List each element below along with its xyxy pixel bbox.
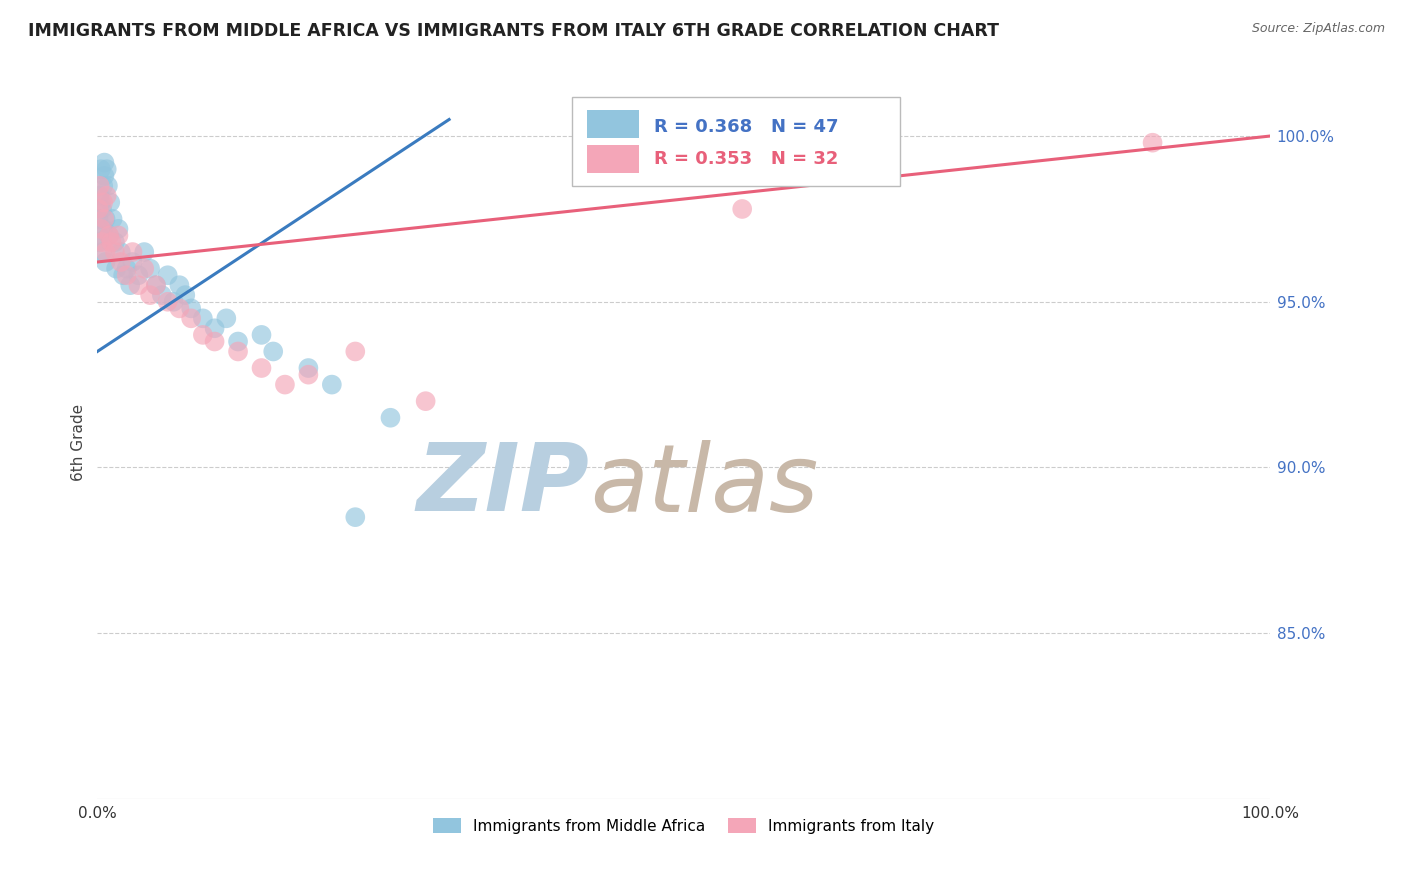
Point xyxy=(91,235,114,249)
Point xyxy=(110,255,132,269)
Point xyxy=(215,311,238,326)
Point xyxy=(162,294,184,309)
Point xyxy=(91,202,114,216)
Point xyxy=(93,169,115,183)
Point xyxy=(89,178,111,193)
FancyBboxPatch shape xyxy=(588,145,640,173)
Point xyxy=(191,311,214,326)
Point xyxy=(91,222,114,236)
Point xyxy=(96,162,118,177)
Point xyxy=(94,245,117,260)
Point xyxy=(98,195,121,210)
Point xyxy=(204,334,226,349)
Text: atlas: atlas xyxy=(589,440,818,531)
Point xyxy=(297,361,319,376)
Point xyxy=(107,222,129,236)
Point xyxy=(139,288,162,302)
Point xyxy=(262,344,284,359)
Point xyxy=(104,245,127,260)
Point xyxy=(87,211,110,226)
Point xyxy=(94,211,117,226)
Text: IMMIGRANTS FROM MIDDLE AFRICA VS IMMIGRANTS FROM ITALY 6TH GRADE CORRELATION CHA: IMMIGRANTS FROM MIDDLE AFRICA VS IMMIGRA… xyxy=(28,22,1000,40)
Point xyxy=(90,195,112,210)
Point xyxy=(145,278,167,293)
Point xyxy=(87,235,110,249)
Point xyxy=(250,327,273,342)
Point xyxy=(380,410,402,425)
Point xyxy=(156,268,179,283)
Point xyxy=(107,228,129,243)
Point xyxy=(150,288,173,302)
Point xyxy=(156,294,179,309)
Point xyxy=(145,278,167,293)
Point xyxy=(134,261,156,276)
Point xyxy=(344,510,367,524)
Point xyxy=(226,334,249,349)
Text: R = 0.368   N = 47: R = 0.368 N = 47 xyxy=(654,119,839,136)
Point xyxy=(98,228,121,243)
Point xyxy=(121,255,143,269)
Point xyxy=(91,195,114,210)
FancyBboxPatch shape xyxy=(572,97,900,186)
Point xyxy=(91,178,114,193)
FancyBboxPatch shape xyxy=(588,110,640,137)
Point xyxy=(169,301,191,316)
Point xyxy=(93,155,115,169)
Point xyxy=(174,288,197,302)
Point xyxy=(90,162,112,177)
Point xyxy=(100,235,122,249)
Point xyxy=(110,245,132,260)
Point xyxy=(112,268,135,283)
Point xyxy=(139,261,162,276)
Point xyxy=(96,188,118,202)
Point xyxy=(89,228,111,243)
Point xyxy=(104,235,127,249)
Point xyxy=(94,255,117,269)
Legend: Immigrants from Middle Africa, Immigrants from Italy: Immigrants from Middle Africa, Immigrant… xyxy=(433,818,934,834)
Point xyxy=(180,311,202,326)
Point xyxy=(121,245,143,260)
Point xyxy=(344,344,367,359)
Point xyxy=(204,321,226,335)
Point xyxy=(321,377,343,392)
Point xyxy=(127,268,149,283)
Point xyxy=(180,301,202,316)
Point xyxy=(415,394,437,409)
Point xyxy=(274,377,297,392)
Point xyxy=(127,278,149,293)
Point xyxy=(250,361,273,376)
Point xyxy=(191,327,214,342)
Point xyxy=(115,268,138,283)
Text: Source: ZipAtlas.com: Source: ZipAtlas.com xyxy=(1251,22,1385,36)
Point xyxy=(89,188,111,202)
Point xyxy=(90,222,112,236)
Point xyxy=(169,278,191,293)
Point xyxy=(115,261,138,276)
Point xyxy=(97,178,120,193)
Point xyxy=(134,245,156,260)
Point xyxy=(105,261,128,276)
Point xyxy=(226,344,249,359)
Point xyxy=(98,228,121,243)
Point xyxy=(93,211,115,226)
Point xyxy=(91,245,114,260)
Y-axis label: 6th Grade: 6th Grade xyxy=(72,404,86,481)
Point xyxy=(101,211,124,226)
Text: R = 0.353   N = 32: R = 0.353 N = 32 xyxy=(654,151,838,169)
Point xyxy=(297,368,319,382)
Point xyxy=(87,202,110,216)
Text: ZIP: ZIP xyxy=(418,440,589,532)
Point xyxy=(120,278,142,293)
Point xyxy=(1142,136,1164,150)
Point xyxy=(731,202,754,216)
